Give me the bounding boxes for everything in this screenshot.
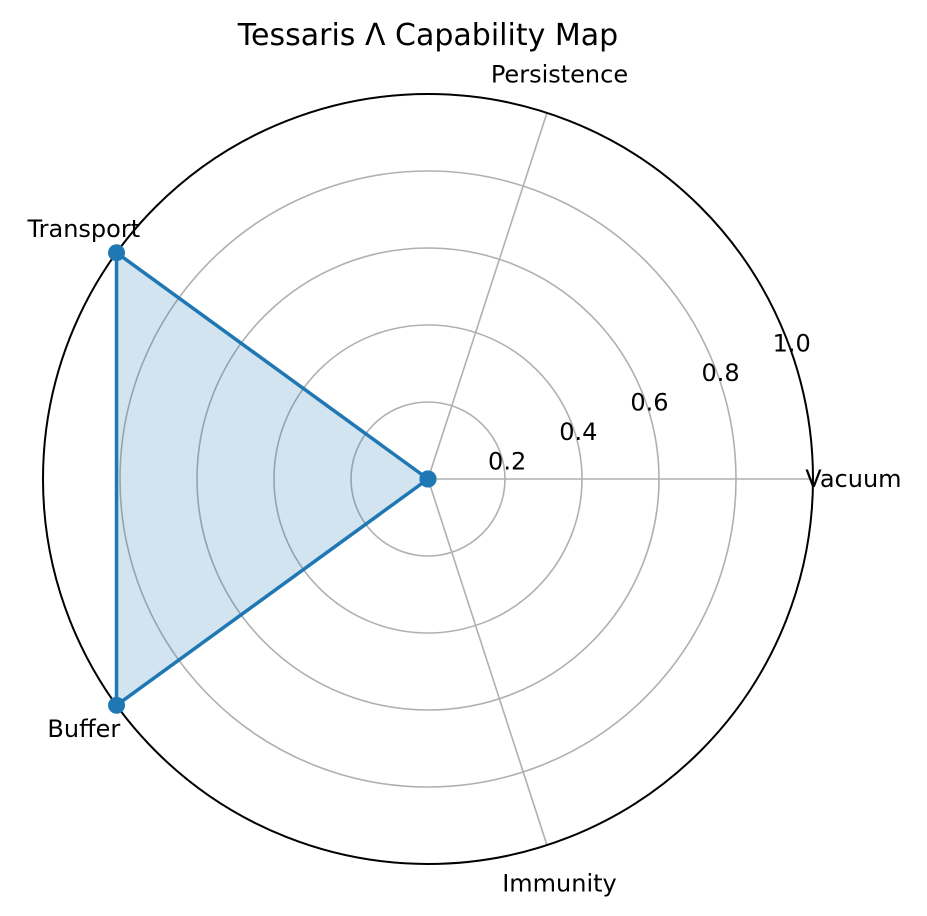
polar-frame: [42, 93, 814, 865]
r-tick-label: 1.0: [773, 330, 811, 358]
spoke-1: [427, 112, 548, 480]
r-tick-label: 0.2: [488, 448, 526, 476]
series-line-0: [114, 250, 430, 708]
r-tick-label: 0.4: [559, 418, 597, 446]
r-tick-label: 0.8: [701, 359, 739, 387]
category-label-immunity: Immunity: [502, 870, 617, 898]
category-label-vacuum: Vacuum: [805, 465, 901, 493]
category-label-transport: Transport: [27, 215, 141, 243]
radial-tick-labels: 0.2 0.4 0.6 0.8 1.0: [488, 330, 811, 476]
series-layer: [108, 244, 437, 714]
series-area-0: [116, 252, 428, 706]
data-point-buffer: [108, 696, 126, 714]
category-label-persistence: Persistence: [491, 60, 628, 88]
data-point-immunity: [419, 470, 437, 488]
category-labels: Vacuum Persistence Transport Buffer Immunity: [27, 60, 902, 897]
category-label-buffer: Buffer: [47, 715, 120, 743]
spoke-4: [427, 478, 548, 846]
r-tick-label: 0.6: [630, 389, 668, 417]
chart-title: Tessaris Λ Capability Map: [237, 18, 618, 53]
data-point-transport: [108, 244, 126, 262]
